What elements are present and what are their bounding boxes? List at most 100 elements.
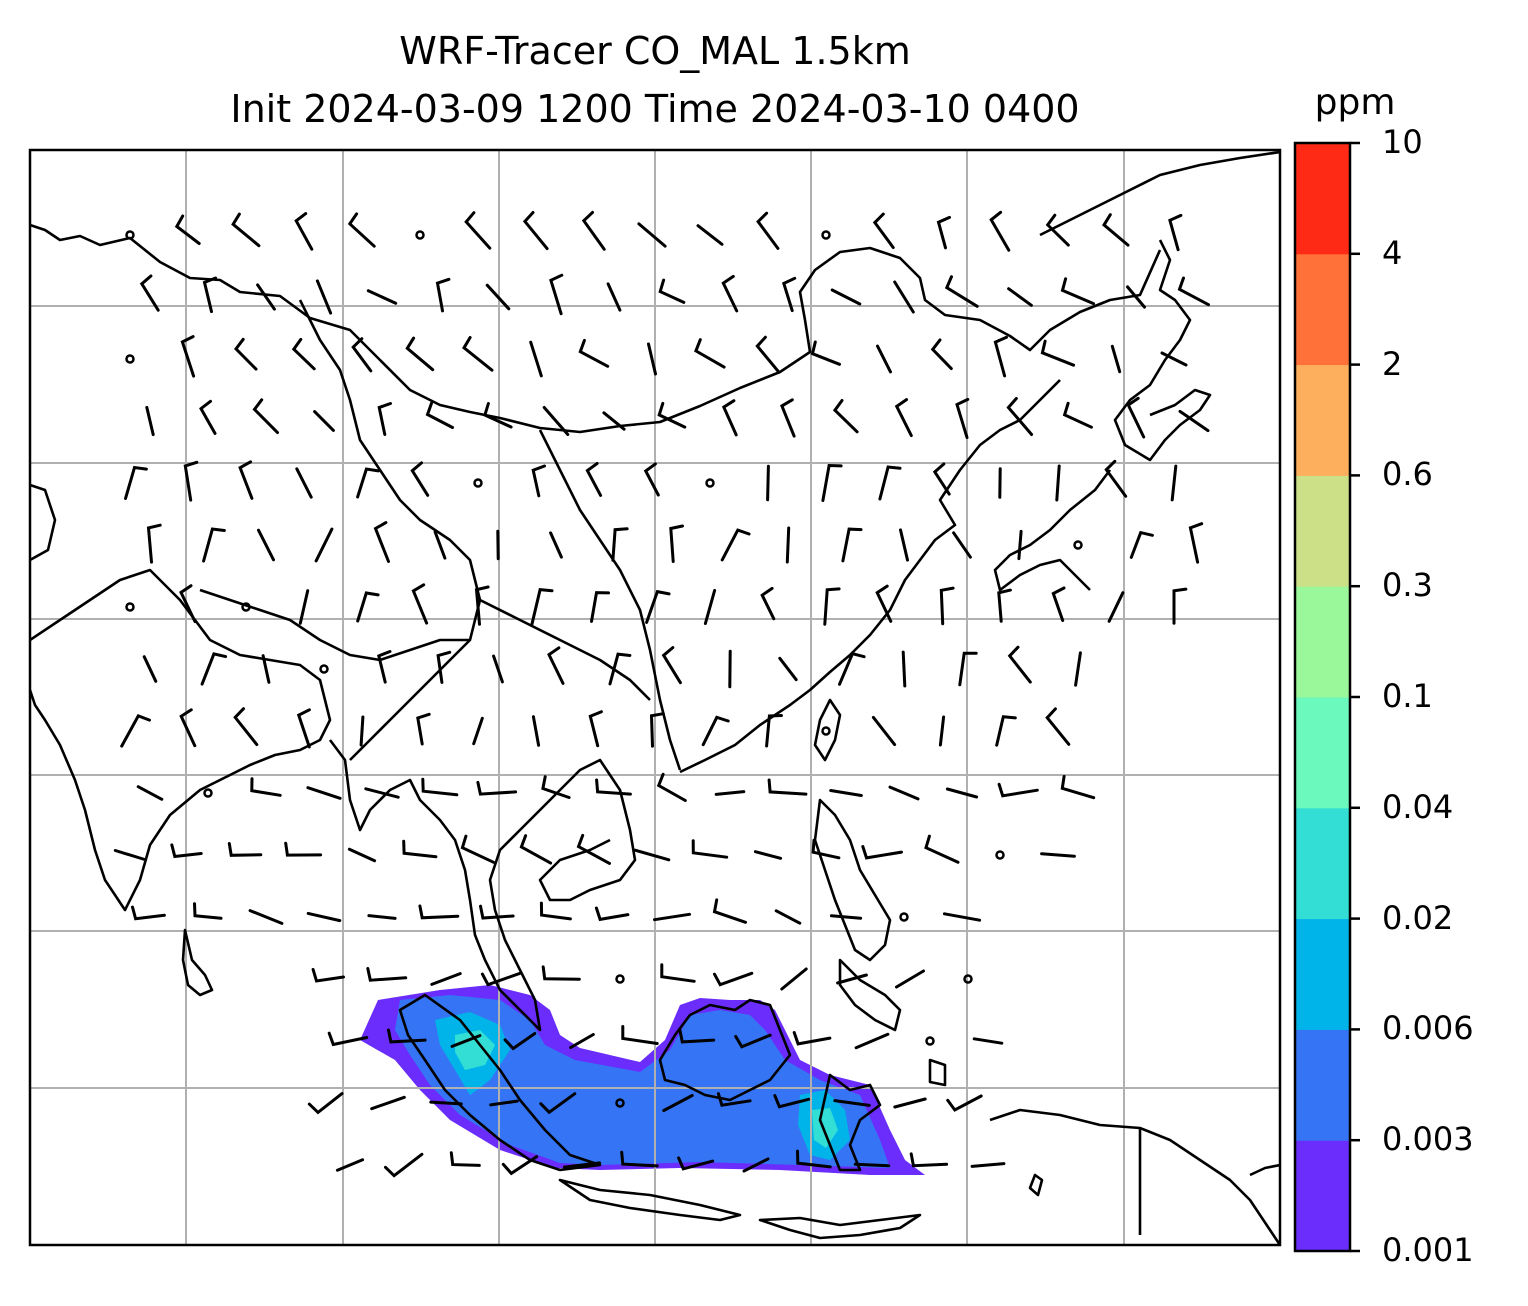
calm-wind-marker: [1073, 540, 1083, 550]
calm-wind-marker: [925, 1036, 935, 1046]
wind-barb: [476, 780, 518, 796]
wind-barb: [519, 834, 553, 865]
wind-barb: [701, 715, 730, 747]
wind-barb: [1062, 401, 1093, 429]
wind-barb: [838, 651, 866, 686]
colorbar-tick-label: 0.001: [1382, 1231, 1474, 1269]
wind-barb: [972, 1037, 1004, 1045]
wind-barb: [595, 778, 632, 796]
wind-barb: [997, 782, 1039, 798]
colorbar-tick-label: 4: [1382, 233, 1403, 272]
wind-barb: [410, 461, 430, 497]
wind-barb: [449, 1151, 481, 1167]
wind-barb: [291, 337, 316, 371]
colorbar-tick-label: 0.3: [1382, 566, 1433, 605]
wind-barb: [503, 1032, 537, 1051]
wind-barb: [252, 398, 279, 435]
wind-barb: [942, 912, 982, 922]
wind-barb: [315, 279, 333, 315]
wind-barb: [875, 584, 893, 623]
wind-barb: [656, 772, 687, 802]
wind-barb: [755, 335, 781, 374]
wind-barb: [356, 467, 380, 499]
wind-barb: [1045, 707, 1071, 746]
wind-barb: [202, 276, 218, 314]
calm-wind-marker: [963, 974, 973, 984]
wind-barb: [1126, 396, 1146, 439]
wind-barb: [945, 787, 979, 799]
calm-wind-marker: [415, 230, 425, 240]
wind-barb: [694, 338, 726, 369]
wind-barb: [894, 398, 913, 438]
wind-barb: [460, 834, 496, 864]
wind-barb: [658, 278, 686, 304]
wind-barb: [810, 340, 841, 366]
wind-barb: [1045, 213, 1070, 247]
wind-barb: [1110, 344, 1122, 374]
calm-wind-marker: [203, 788, 213, 798]
wind-barb: [541, 965, 581, 981]
wind-barb: [1129, 530, 1154, 559]
wind-barb: [179, 584, 197, 624]
wind-barb: [549, 273, 564, 316]
wind-barb: [492, 654, 504, 684]
wind-barb: [522, 211, 549, 251]
colorbar-swatch: [1295, 475, 1350, 587]
wind-barb: [662, 1094, 694, 1112]
wind-barb: [1172, 587, 1188, 625]
wind-barb: [785, 526, 791, 564]
wind-barb: [142, 655, 158, 683]
colorbar-swatch: [1295, 807, 1350, 920]
wind-barb: [234, 337, 258, 371]
wind-barb: [888, 785, 920, 801]
calm-wind-marker: [125, 602, 135, 612]
calm-wind-marker: [319, 664, 329, 674]
wind-barb: [180, 335, 196, 378]
wind-barb: [830, 288, 862, 306]
wind-barb: [547, 646, 565, 685]
wind-barb: [250, 777, 282, 797]
wind-barb: [581, 210, 606, 251]
wind-barb: [501, 1155, 539, 1176]
wind-barb: [489, 1099, 519, 1107]
calm-wind-marker: [995, 850, 1005, 860]
wind-barb: [608, 652, 632, 686]
wind-barb: [952, 531, 972, 559]
wind-barb: [359, 715, 365, 747]
colorbar-tick-label: 0.6: [1382, 455, 1433, 494]
colorbar-swatch: [1295, 697, 1350, 809]
wind-barb: [529, 340, 543, 378]
colorbar-units: ppm: [1314, 82, 1396, 123]
colorbar-swatch: [1295, 253, 1350, 366]
wind-barb: [479, 904, 515, 920]
wind-barb: [660, 963, 696, 983]
wind-barb: [124, 465, 148, 500]
calm-wind-marker: [705, 478, 715, 488]
wind-barb: [183, 460, 199, 502]
wind-barb: [531, 464, 546, 498]
wind-barb: [893, 280, 915, 314]
colorbar-swatch: [1295, 586, 1350, 698]
wind-barb: [778, 656, 798, 682]
colorbar-swatch: [1295, 918, 1350, 1030]
wind-barb: [833, 1099, 871, 1107]
wind-barb: [433, 530, 447, 560]
wind-barb: [645, 589, 671, 624]
wind-barb: [480, 971, 522, 987]
wind-barb: [780, 967, 808, 991]
wind-barb: [464, 211, 492, 250]
wind-barb: [327, 1031, 369, 1047]
wind-barb: [611, 527, 629, 562]
wind-barb: [829, 914, 863, 920]
wind-barb: [753, 850, 783, 860]
wind-barb: [767, 778, 808, 796]
gridlines: [30, 150, 1280, 1245]
wind-barb: [416, 712, 431, 746]
wind-barb: [113, 849, 147, 861]
wind-barb: [1126, 285, 1146, 309]
wind-barb: [734, 1033, 772, 1049]
wind-barb: [418, 904, 460, 920]
wind-barb: [335, 1158, 365, 1172]
colorbar: [1293, 141, 1360, 1253]
